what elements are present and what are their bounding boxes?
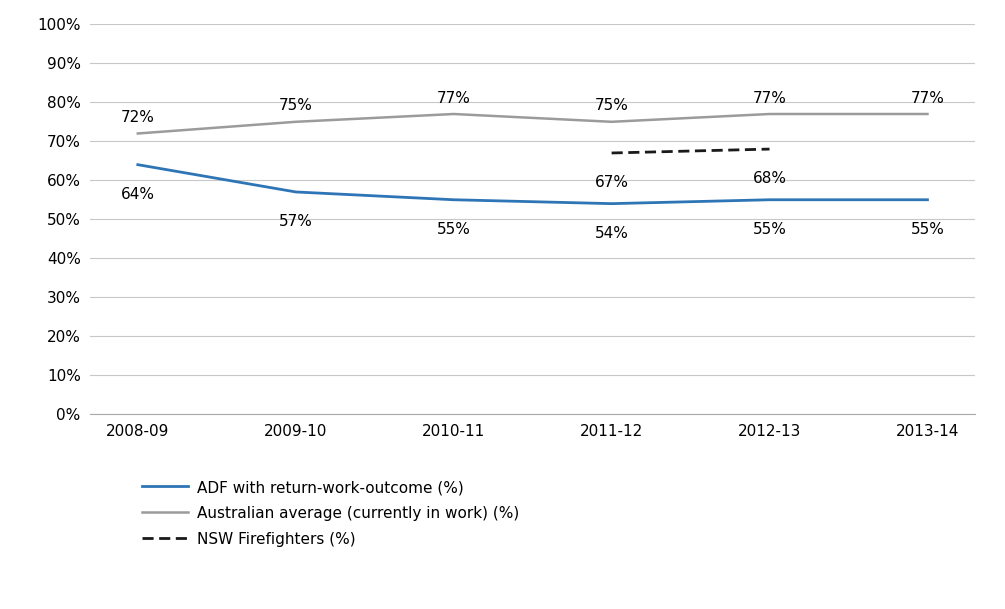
Text: 55%: 55% bbox=[437, 222, 470, 237]
ADF with return-work-outcome (%) bbox=[289, 188, 302, 195]
Australian average (currently in work) (%) bbox=[764, 110, 776, 118]
Text: 77%: 77% bbox=[437, 91, 470, 106]
Text: 55%: 55% bbox=[911, 222, 945, 237]
Text: 55%: 55% bbox=[753, 222, 787, 237]
NSW Firefighters (%) bbox=[764, 146, 776, 153]
Line: ADF with return-work-outcome (%): ADF with return-work-outcome (%) bbox=[138, 164, 928, 203]
ADF with return-work-outcome (%) bbox=[606, 200, 618, 207]
Text: 72%: 72% bbox=[121, 110, 155, 125]
Text: 68%: 68% bbox=[753, 171, 787, 186]
Australian average (currently in work) (%) bbox=[447, 110, 459, 118]
Text: 67%: 67% bbox=[595, 175, 628, 190]
Text: 57%: 57% bbox=[278, 214, 313, 229]
Australian average (currently in work) (%) bbox=[606, 118, 618, 125]
Text: 75%: 75% bbox=[278, 99, 313, 113]
Text: 75%: 75% bbox=[595, 99, 628, 113]
ADF with return-work-outcome (%) bbox=[447, 196, 459, 203]
Line: Australian average (currently in work) (%): Australian average (currently in work) (… bbox=[138, 114, 928, 133]
ADF with return-work-outcome (%) bbox=[764, 196, 776, 203]
NSW Firefighters (%) bbox=[606, 149, 618, 157]
Text: 77%: 77% bbox=[911, 91, 945, 106]
Line: NSW Firefighters (%): NSW Firefighters (%) bbox=[612, 149, 770, 153]
Text: 77%: 77% bbox=[753, 91, 787, 106]
Australian average (currently in work) (%) bbox=[289, 118, 302, 125]
Australian average (currently in work) (%) bbox=[922, 110, 934, 118]
ADF with return-work-outcome (%) bbox=[132, 161, 144, 168]
Australian average (currently in work) (%) bbox=[132, 130, 144, 137]
Legend: ADF with return-work-outcome (%), Australian average (currently in work) (%), NS: ADF with return-work-outcome (%), Austra… bbox=[143, 481, 520, 547]
ADF with return-work-outcome (%) bbox=[922, 196, 934, 203]
Text: 64%: 64% bbox=[121, 187, 155, 202]
Text: 54%: 54% bbox=[595, 226, 628, 241]
